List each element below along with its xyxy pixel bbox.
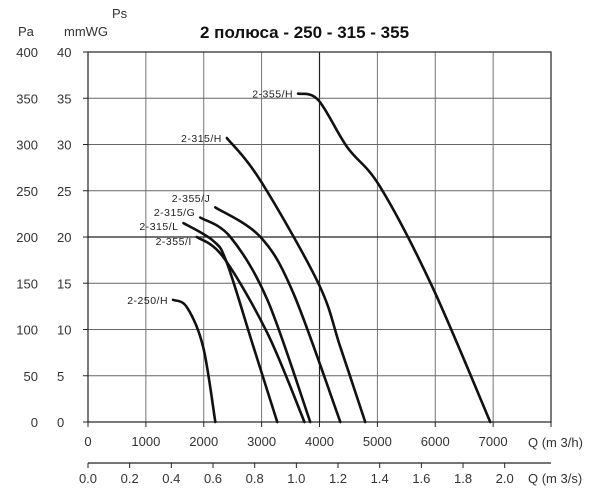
x-tick-label: 2000 — [189, 434, 218, 449]
y-tick-label-mmwg: 40 — [57, 45, 71, 60]
curve-2-315-g — [198, 216, 312, 424]
x2-tick-label: 1.6 — [412, 471, 430, 486]
y-tick-label-pa: 50 — [24, 369, 38, 384]
x-tick-label: 6000 — [421, 434, 450, 449]
x-tick-label: 5000 — [363, 434, 392, 449]
curve-label: 2-315/L — [139, 221, 178, 233]
curve-2-315-h — [225, 136, 367, 424]
y-unit-mmwg: mmWG — [64, 24, 108, 39]
y-tick-label-pa: 150 — [16, 276, 38, 291]
x2-axis-label: Q (m 3/s) — [528, 471, 582, 486]
curve-2-355-h — [296, 92, 492, 424]
chart-title: 2 полюса - 250 - 315 - 355 — [200, 23, 409, 42]
y-tick-label-pa: 100 — [16, 323, 38, 338]
plot-frame — [87, 51, 552, 423]
y-tick-label-mmwg: 10 — [57, 323, 71, 338]
curve-label: 2-315/H — [181, 133, 222, 145]
x2-tick-label: 2.0 — [496, 471, 514, 486]
x2-tick-label: 0.4 — [162, 471, 180, 486]
y-unit-pa: Pa — [18, 24, 35, 39]
y-tick-label-pa: 300 — [16, 138, 38, 153]
x2-tick-label: 1.8 — [454, 471, 472, 486]
x-tick-label: 4000 — [305, 434, 334, 449]
curve-2-250-h — [171, 298, 217, 424]
x-tick-label: 7000 — [479, 434, 508, 449]
curve-2-355-i — [195, 235, 306, 424]
y-axis-label: Ps — [112, 6, 128, 21]
curves: 2-355/H 2-315/H 2-355/J 2-315/G 2-315/L 2-355… — [127, 89, 492, 424]
y-tick-label-mmwg: 0 — [57, 415, 64, 430]
axes: 0 1000 2000 3000 4000 5000 6000 7000 0 0 50 5 100 10 1… — [16, 45, 552, 486]
y-tick-label-mmwg: 30 — [57, 138, 71, 153]
curve-label: 2-355/I — [156, 236, 192, 248]
curve-label: 2-315/G — [154, 207, 195, 219]
curve-label: 2-355/H — [252, 89, 293, 101]
x2-tick-label: 0.2 — [121, 471, 139, 486]
y-tick-label-mmwg: 15 — [57, 276, 71, 291]
y-tick-label-pa: 350 — [16, 91, 38, 106]
y-tick-label-pa: 400 — [16, 45, 38, 60]
x2-tick-label: 1.4 — [371, 471, 389, 486]
curve-label: 2-250/H — [127, 295, 168, 307]
x2-tick-label: 0.8 — [246, 471, 264, 486]
y-tick-label-pa: 250 — [16, 184, 38, 199]
x-tick-label: 0 — [84, 434, 91, 449]
y-tick-label-mmwg: 25 — [57, 184, 71, 199]
curve-label: 2-355/J — [172, 193, 211, 205]
y-tick-label-pa: 0 — [31, 415, 38, 430]
y-tick-label-mmwg: 5 — [57, 369, 64, 384]
y-tick-label-pa: 200 — [16, 230, 38, 245]
y-tick-label-mmwg: 35 — [57, 91, 71, 106]
x2-tick-label: 0.0 — [79, 471, 97, 486]
x-tick-label: 1000 — [131, 434, 160, 449]
x2-tick-label: 1.0 — [287, 471, 305, 486]
x-axis-label: Q (m 3/h) — [528, 435, 583, 450]
y-tick-label-mmwg: 20 — [57, 230, 71, 245]
x-tick-label: 3000 — [247, 434, 276, 449]
x2-tick-label: 0.6 — [204, 471, 222, 486]
curve-2-355-j — [214, 206, 342, 424]
x2-tick-label: 1.2 — [329, 471, 347, 486]
